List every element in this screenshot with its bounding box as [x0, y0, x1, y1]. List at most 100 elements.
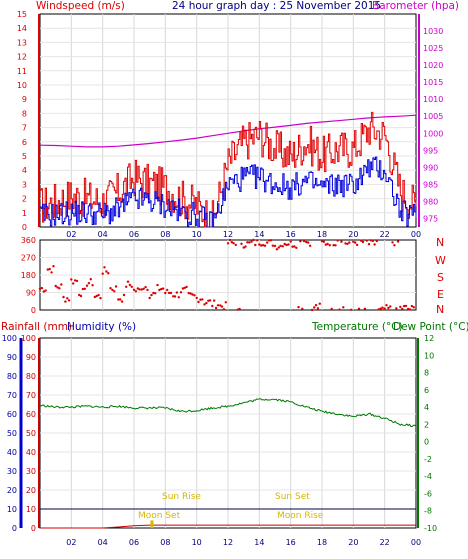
- direction-point: [125, 285, 128, 288]
- baro-tick-label: 1025: [423, 44, 443, 53]
- direction-point: [404, 304, 408, 308]
- compass-labels: N W S E N: [435, 236, 446, 316]
- direction-point: [95, 294, 98, 298]
- baro-tick-label: 985: [423, 180, 438, 189]
- temperature-tick-label: 2: [424, 420, 429, 429]
- baro-tick-label: 1015: [423, 78, 443, 87]
- direction-point: [336, 239, 339, 242]
- rain-tick-label: 60: [26, 410, 36, 419]
- hour-tick-label: 12: [223, 230, 233, 239]
- humidity-tick-label: 100: [2, 334, 17, 343]
- direction-point: [213, 299, 216, 302]
- compass-s: S: [437, 271, 444, 284]
- wind-tick-label: 7: [22, 124, 27, 133]
- direction-point: [142, 287, 145, 290]
- temperature-tick-label: 10: [424, 351, 434, 360]
- rain-tick-label: 20: [26, 486, 36, 495]
- direction-point: [226, 242, 230, 245]
- direction-point: [244, 245, 247, 248]
- direction-point: [144, 285, 147, 289]
- direction-point: [297, 305, 300, 309]
- hour-tick-label: 22: [380, 230, 390, 239]
- baro-tick-label: 1005: [423, 112, 443, 121]
- direction-point: [352, 240, 355, 243]
- hour-tick-label: 14: [254, 230, 264, 239]
- direction-point: [328, 244, 331, 247]
- humidity-tick-label: 80: [7, 372, 17, 381]
- direction-tick-label: 90: [26, 289, 36, 298]
- direction-point: [232, 242, 235, 245]
- humidity-label: Humidity (%): [67, 321, 136, 333]
- direction-point: [62, 295, 65, 299]
- direction-point: [64, 300, 67, 303]
- direction-point: [219, 304, 222, 307]
- direction-point: [173, 295, 177, 298]
- direction-point: [87, 282, 91, 285]
- hour-tick-label: 06: [129, 230, 139, 239]
- direction-point: [148, 296, 151, 300]
- direction-point: [299, 240, 302, 243]
- direction-point: [132, 288, 136, 291]
- baro-tick-label: 1000: [423, 129, 443, 138]
- hour-tick-label: 22: [380, 538, 390, 547]
- direction-point: [75, 279, 79, 283]
- rain-tick-label: 80: [26, 372, 36, 381]
- direction-point: [330, 307, 333, 311]
- humidity-tick-label: 0: [12, 524, 17, 533]
- direction-point: [160, 287, 163, 291]
- direction-point: [234, 243, 237, 247]
- direction-point: [126, 280, 130, 283]
- direction-point: [275, 248, 279, 251]
- direction-point: [83, 287, 87, 290]
- direction-point: [271, 244, 274, 247]
- direction-point: [410, 304, 414, 308]
- direction-point: [408, 308, 412, 311]
- wind-tick-label: 6: [22, 138, 27, 147]
- direction-point: [114, 285, 118, 288]
- direction-point: [78, 293, 81, 297]
- moon-set-label: Moon Set: [138, 511, 181, 521]
- temperature-tick-label: 8: [424, 369, 429, 378]
- direction-point: [193, 294, 196, 297]
- moon-rise-label: Moon Rise: [277, 511, 324, 521]
- direction-point: [357, 307, 361, 310]
- sun-set-label: Sun Set: [275, 492, 310, 502]
- direction-point: [179, 291, 183, 294]
- hour-tick-label: 20: [348, 538, 358, 547]
- hour-tick-label: 18: [317, 230, 327, 239]
- direction-point: [383, 307, 386, 310]
- direction-point: [267, 239, 271, 242]
- baro-tick-label: 975: [423, 214, 438, 223]
- temperature-tick-label: -8: [424, 507, 432, 516]
- wind-tick-label: 0: [22, 223, 27, 232]
- direction-point: [72, 282, 75, 285]
- wind-tick-label: 3: [22, 180, 27, 189]
- hour-tick-label: 18: [317, 538, 327, 547]
- direction-point: [48, 267, 51, 271]
- direction-point: [254, 243, 257, 247]
- direction-point: [207, 299, 210, 302]
- direction-point: [58, 287, 61, 290]
- direction-point: [185, 285, 188, 289]
- direction-tick-label: 360: [21, 236, 36, 245]
- hour-tick-label: 02: [66, 230, 76, 239]
- direction-point: [305, 240, 308, 244]
- direction-point: [67, 299, 71, 302]
- direction-point: [355, 243, 359, 247]
- wind-tick-label: 15: [17, 10, 27, 19]
- direction-point: [211, 304, 214, 308]
- direction-point: [150, 293, 153, 297]
- direction-point: [181, 287, 185, 290]
- direction-point: [136, 287, 139, 290]
- direction-point: [208, 299, 212, 302]
- direction-point: [263, 244, 267, 247]
- direction-point: [360, 239, 363, 242]
- direction-point: [113, 290, 116, 293]
- direction-point: [169, 291, 173, 295]
- direction-point: [318, 302, 321, 305]
- series-layer: [38, 111, 417, 529]
- direction-point: [344, 242, 347, 245]
- wind-tick-label: 14: [17, 24, 27, 33]
- hour-tick-label: 16: [286, 538, 296, 547]
